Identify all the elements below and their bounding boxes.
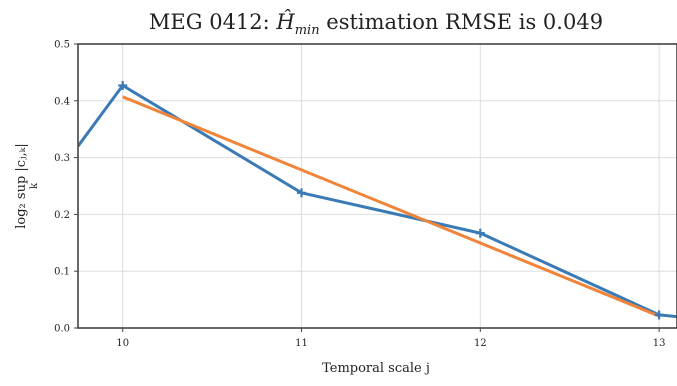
y-axis-label-subscript: k (29, 182, 40, 189)
data-point-marker (475, 228, 485, 238)
chart-title: MEG 0412: Ĥmin estimation RMSE is 0.049 (149, 10, 603, 38)
x-axis-label: Temporal scale j (322, 361, 430, 376)
data-point-marker (654, 310, 664, 320)
y-tick-label: 0.3 (54, 153, 70, 164)
plot-frame (77, 43, 677, 329)
marker-layer (118, 80, 664, 320)
y-tick-label: 0.5 (54, 40, 70, 51)
x-gridlines (122, 44, 660, 328)
y-tick-label: 0.4 (54, 96, 70, 107)
y-axis-label: log₂ sup |cⱼ,ₖ| (14, 143, 29, 229)
series-line-2 (122, 95, 660, 318)
y-tick-label: 0.2 (54, 210, 70, 221)
series-layer (78, 84, 677, 319)
y-tick-label: 0.1 (54, 267, 70, 278)
x-tick-label: 10 (116, 338, 129, 349)
data-point-marker (297, 188, 307, 198)
x-tick-label: 12 (474, 338, 487, 349)
data-point-marker (118, 80, 128, 90)
y-tick-label: 0.0 (54, 324, 70, 335)
x-tick-label: 11 (295, 338, 308, 349)
y-ticks: 0.0 0.1 0.2 0.3 0.4 0.5 (54, 40, 78, 335)
x-tick-label: 13 (653, 338, 666, 349)
x-ticks: 10 11 12 13 (116, 328, 665, 349)
